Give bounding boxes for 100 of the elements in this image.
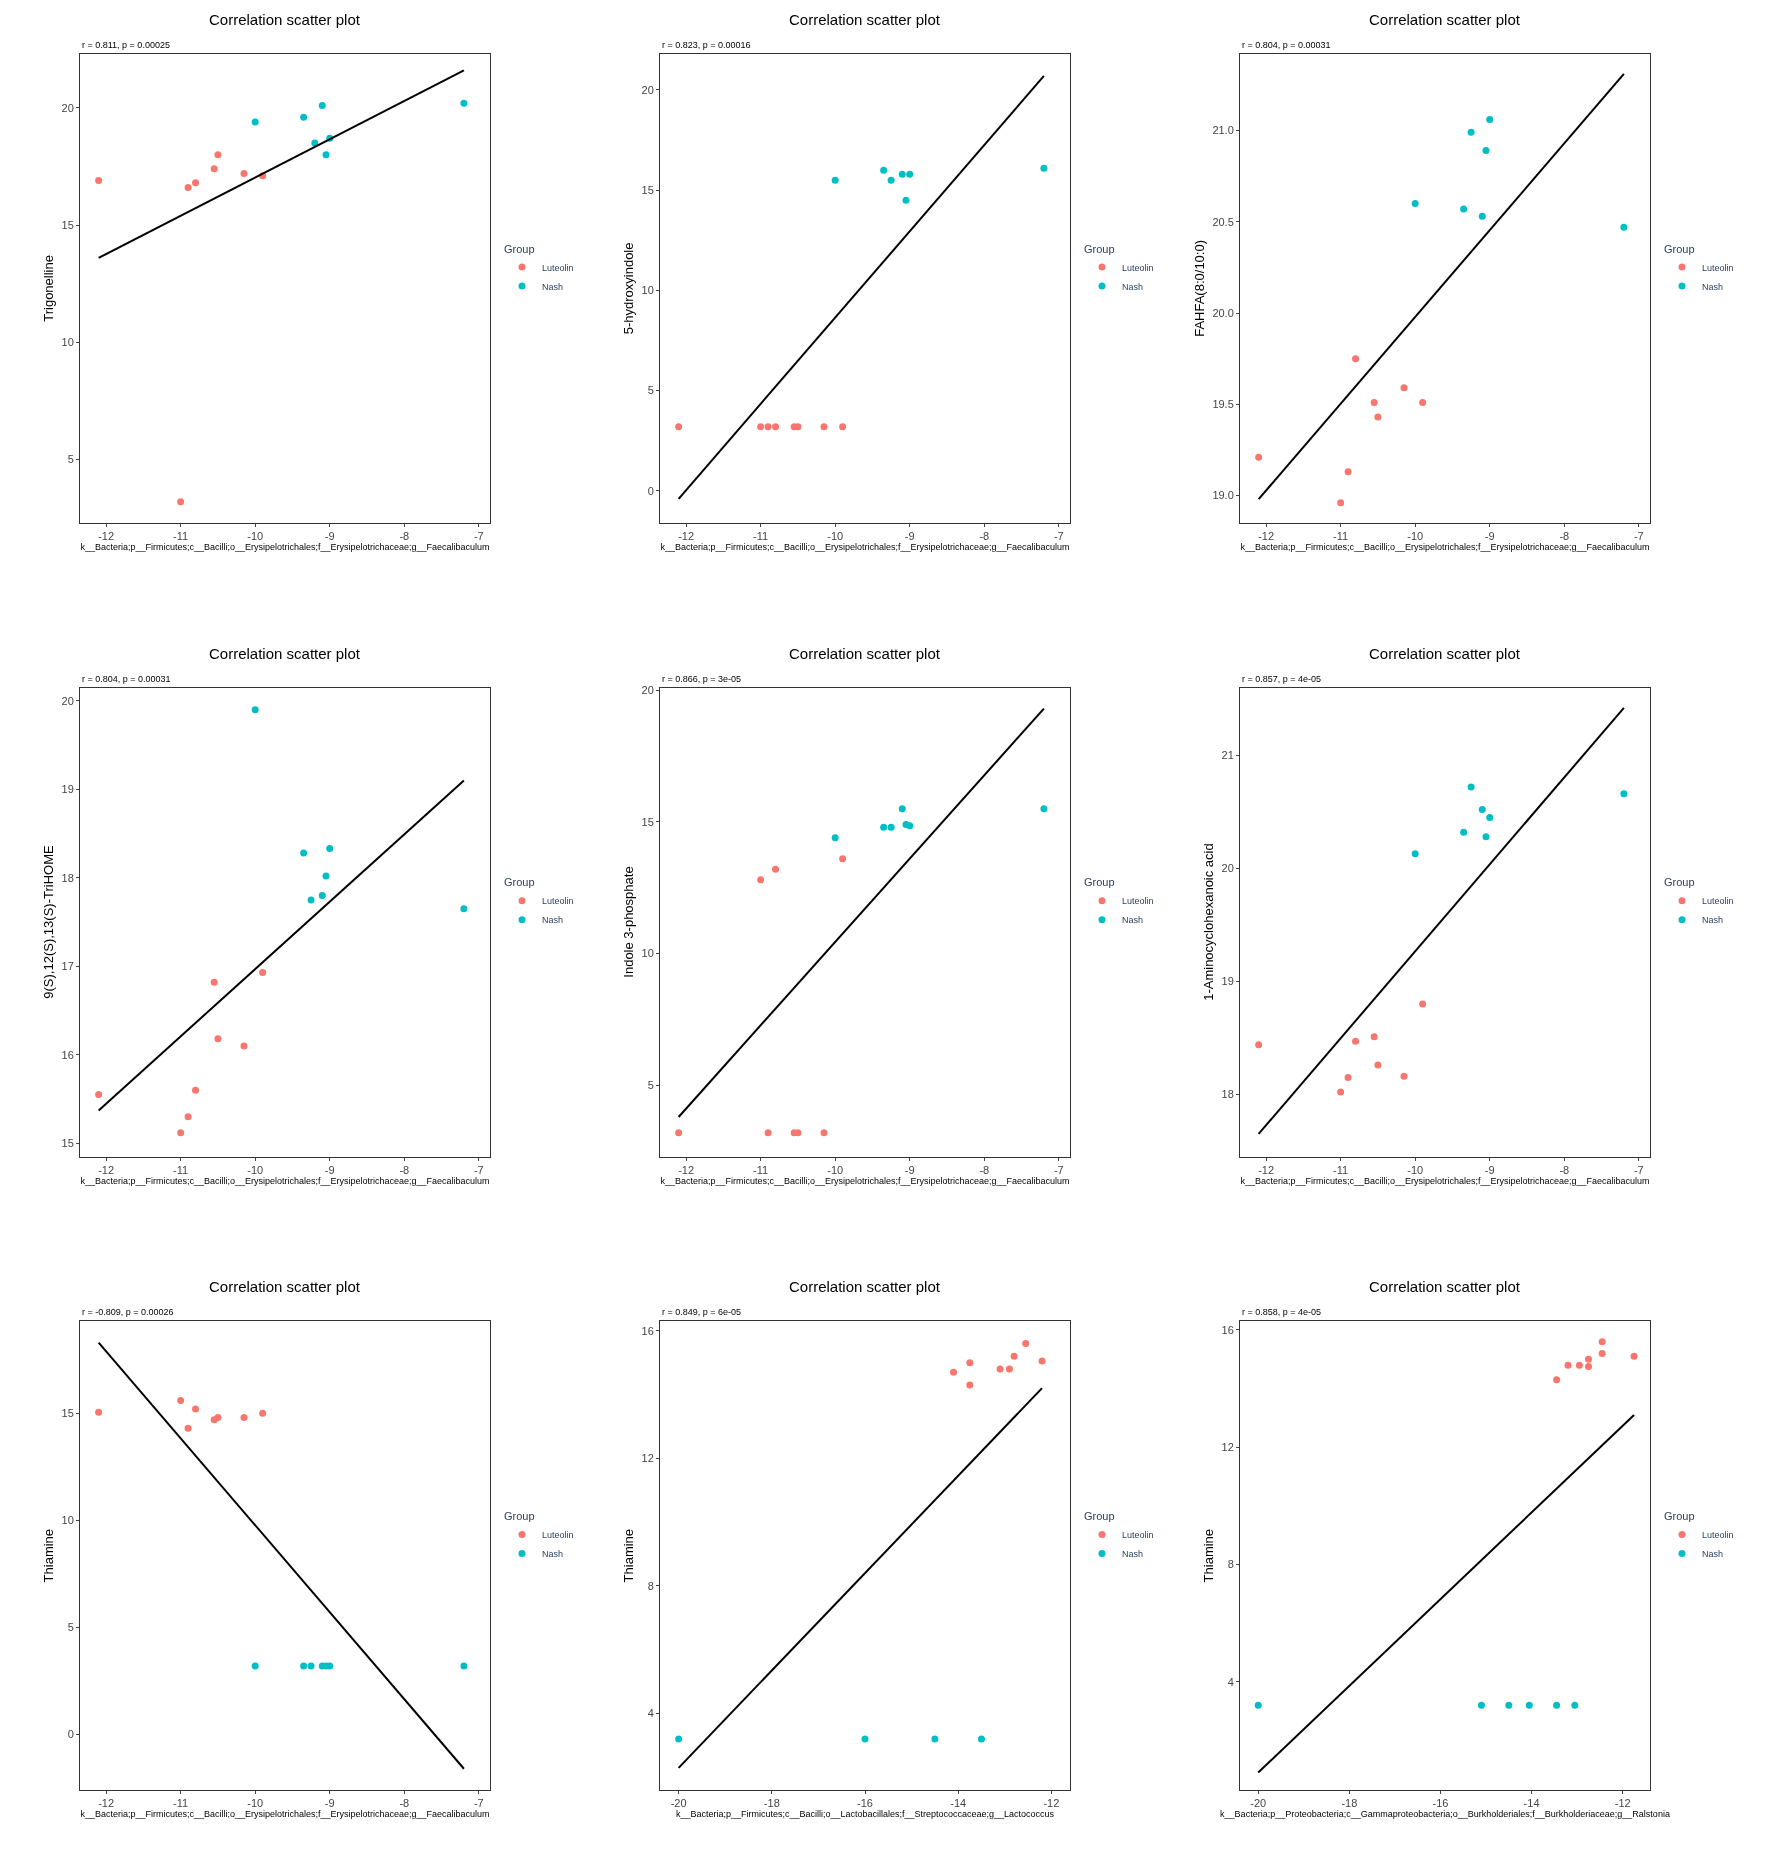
y-tick-label: 10 xyxy=(61,336,74,349)
y-tick-label: 0 xyxy=(67,1728,74,1741)
point xyxy=(1419,1000,1427,1008)
y-tick-label: 4 xyxy=(1227,1675,1234,1688)
point xyxy=(1571,1701,1579,1709)
point xyxy=(831,834,839,842)
point xyxy=(95,1091,103,1099)
y-tick-label: 18 xyxy=(1221,1088,1234,1101)
point xyxy=(214,1035,222,1043)
x-tick-label: -10 xyxy=(827,530,844,543)
y-tick-label: 12 xyxy=(1221,1441,1234,1454)
point xyxy=(1038,1357,1046,1365)
point xyxy=(177,1129,185,1137)
legend-title: Group xyxy=(504,876,535,889)
point xyxy=(251,706,259,714)
legend-label: Nash xyxy=(1122,915,1144,926)
point xyxy=(1478,212,1486,220)
y-tick-label: 15 xyxy=(641,815,654,828)
point xyxy=(880,166,888,174)
x-tick-label: -10 xyxy=(247,1797,264,1810)
point xyxy=(1022,1339,1030,1347)
y-tick-label: 5 xyxy=(647,1079,654,1092)
y-tick-label: 20 xyxy=(61,101,74,114)
point xyxy=(326,1662,334,1670)
point xyxy=(210,978,218,986)
y-tick-label: 8 xyxy=(647,1579,654,1592)
y-tick-label: 15 xyxy=(61,1407,74,1420)
x-tick-label: -11 xyxy=(173,1797,189,1810)
x-tick-label: -12 xyxy=(678,530,695,543)
point xyxy=(240,169,248,177)
y-tick-label: 12 xyxy=(641,1452,654,1465)
y-tick-label: 15 xyxy=(641,184,654,197)
point xyxy=(177,1396,185,1404)
point xyxy=(831,176,839,184)
point xyxy=(184,184,192,192)
chart-title: Correlation scatter plot xyxy=(789,1278,941,1295)
y-axis-title: Thiamine xyxy=(621,1528,637,1583)
point xyxy=(1478,806,1486,814)
point xyxy=(839,855,847,863)
point xyxy=(1337,1088,1345,1096)
point xyxy=(1598,1338,1606,1346)
x-tick-label: -12 xyxy=(1258,530,1275,543)
legend-label: Nash xyxy=(1702,915,1724,926)
x-tick-label: -9 xyxy=(324,530,335,543)
point xyxy=(210,165,218,173)
point xyxy=(1482,147,1490,155)
chart-subtitle: r = 0.804, p = 0.00031 xyxy=(1242,40,1331,50)
x-tick-label: -10 xyxy=(247,530,264,543)
x-tick-label: -12 xyxy=(1614,1797,1631,1810)
chart-title: Correlation scatter plot xyxy=(209,11,361,28)
x-tick-label: -7 xyxy=(1633,530,1644,543)
x-tick-label: -11 xyxy=(173,1163,189,1176)
point xyxy=(259,1409,267,1417)
point xyxy=(1525,1701,1533,1709)
point xyxy=(259,968,267,976)
x-tick-label: -12 xyxy=(1043,1797,1060,1810)
y-tick-label: 20 xyxy=(641,83,654,96)
point xyxy=(1460,828,1468,836)
point xyxy=(192,179,200,187)
point xyxy=(772,865,780,873)
point xyxy=(318,101,326,109)
point xyxy=(880,823,888,831)
y-tick-label: 20.5 xyxy=(1212,215,1234,228)
legend-label: Luteolin xyxy=(542,1529,574,1540)
point xyxy=(902,196,910,204)
x-tick-label: -11 xyxy=(1333,1163,1349,1176)
point xyxy=(326,845,334,853)
point xyxy=(1564,1361,1572,1369)
point xyxy=(177,498,185,506)
legend-label: Nash xyxy=(542,915,564,926)
x-tick-label: -8 xyxy=(1559,1163,1570,1176)
point xyxy=(757,876,765,884)
y-axis-title: Trigonelline xyxy=(41,255,57,322)
point xyxy=(820,1129,828,1137)
x-axis-title: k__Bacteria;p__Firmicutes;c__Bacilli;o__Erysipelotrichales;f__Erysipelotrichaceae;g__Faecalibaculum xyxy=(1240,1175,1650,1186)
x-tick-label: -11 xyxy=(753,530,769,543)
legend-title: Group xyxy=(504,242,535,255)
x-tick-label: -14 xyxy=(1523,1797,1540,1810)
point xyxy=(1370,1033,1378,1041)
point xyxy=(214,1414,222,1422)
point xyxy=(1553,1701,1561,1709)
point xyxy=(887,823,895,831)
x-tick-label: -11 xyxy=(753,1163,769,1176)
point xyxy=(1400,384,1408,392)
point xyxy=(300,113,308,121)
point xyxy=(1482,833,1490,841)
point xyxy=(1040,805,1048,813)
point xyxy=(966,1381,974,1389)
x-axis-title: k__Bacteria;p__Firmicutes;c__Bacilli;o__Erysipelotrichales;f__Erysipelotrichaceae;g__Faecalibaculum xyxy=(80,1809,490,1820)
legend-title: Group xyxy=(1664,876,1695,889)
x-tick-label: -7 xyxy=(473,1163,484,1176)
x-tick-label: -10 xyxy=(1407,1163,1424,1176)
point xyxy=(1374,413,1382,421)
point xyxy=(300,1662,308,1670)
x-tick-label: -7 xyxy=(1633,1163,1644,1176)
point xyxy=(318,891,326,899)
point xyxy=(1411,200,1419,208)
point xyxy=(1370,398,1378,406)
y-tick-label: 19.0 xyxy=(1212,489,1234,502)
point xyxy=(1255,453,1263,461)
